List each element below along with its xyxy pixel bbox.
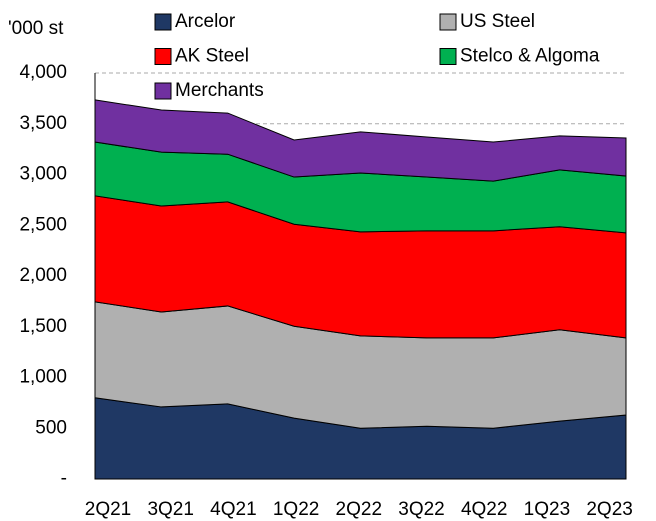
x-tick-label: 3Q21 <box>147 499 193 520</box>
legend-label: Arcelor <box>175 11 236 32</box>
legend-label: Merchants <box>175 80 264 101</box>
x-tick-label: 2Q23 <box>586 499 632 520</box>
x-tick-label: 1Q23 <box>524 499 570 520</box>
x-tick-label: 4Q21 <box>210 499 256 520</box>
legend-swatch <box>154 13 172 31</box>
y-tick-label: 2,000 <box>19 265 67 286</box>
y-tick-label: 1,000 <box>19 367 67 388</box>
y-tick-label: - <box>61 468 67 489</box>
y-axis-label: '000 st <box>8 18 64 39</box>
x-tick-label: 3Q22 <box>398 499 444 520</box>
legend-swatch <box>439 13 457 31</box>
legend-label: AK Steel <box>175 46 249 67</box>
x-tick-label: 2Q22 <box>336 499 382 520</box>
y-tick-label: 3,000 <box>19 164 67 185</box>
legend-label: US Steel <box>460 11 535 32</box>
y-tick-label: 1,500 <box>19 316 67 337</box>
x-tick-label: 2Q21 <box>85 499 131 520</box>
legend-label: Stelco & Algoma <box>460 46 600 67</box>
y-tick-label: 3,500 <box>19 113 67 134</box>
y-tick-label: 4,000 <box>19 62 67 83</box>
y-tick-label: 500 <box>35 417 67 438</box>
y-tick-label: 2,500 <box>19 214 67 235</box>
legend-swatch <box>154 82 172 100</box>
legend-swatch <box>439 48 457 65</box>
x-tick-label: 4Q22 <box>461 499 507 520</box>
legend-swatch <box>154 48 172 65</box>
area <box>94 99 627 182</box>
x-tick-label: 1Q22 <box>273 499 319 520</box>
